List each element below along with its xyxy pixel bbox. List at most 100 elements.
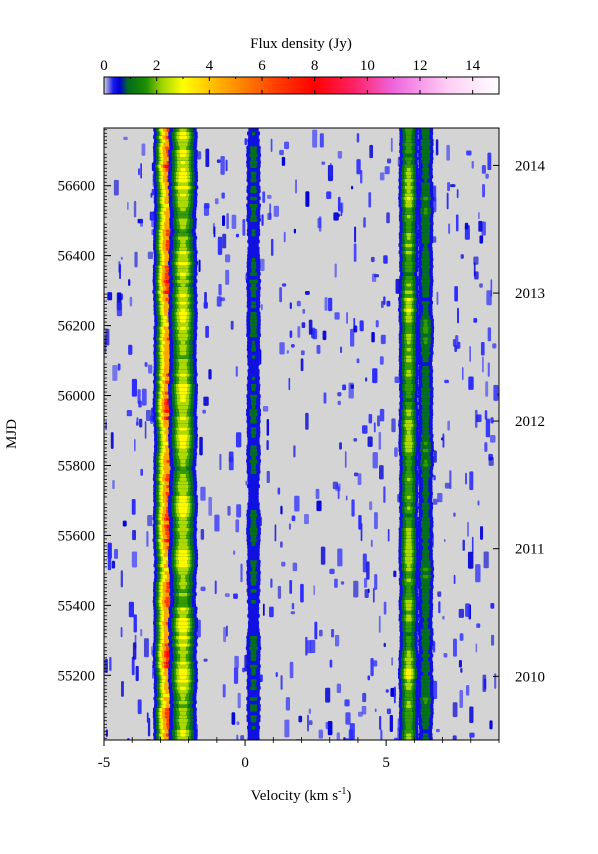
feature-cell: [406, 167, 411, 172]
feature-cell: [177, 624, 189, 629]
feature-cell: [249, 203, 258, 208]
feature-cell: [250, 520, 257, 525]
feature-cell: [422, 430, 429, 435]
feature-cell: [421, 581, 430, 586]
maser-feature: [417, 128, 435, 740]
noise-speckle: [369, 501, 373, 511]
noise-speckle: [235, 432, 242, 448]
noise-speckle: [377, 415, 381, 427]
feature-cell: [405, 610, 412, 615]
feature-cell: [177, 610, 189, 615]
noise-speckle: [280, 505, 283, 515]
feature-cell: [247, 372, 260, 377]
noise-speckle: [461, 366, 464, 381]
feature-cell: [421, 282, 430, 287]
feature-cell: [250, 311, 257, 316]
noise-speckle: [460, 667, 463, 673]
noise-speckle: [233, 593, 238, 599]
feature-cell: [405, 314, 412, 320]
feature-cell: [421, 606, 430, 611]
feature-cell: [405, 628, 412, 633]
feature-cell: [421, 224, 430, 230]
noise-speckle: [219, 453, 222, 471]
colorbar-tick-label: 14: [465, 58, 481, 74]
feature-cell: [406, 530, 412, 536]
feature-cell: [404, 440, 413, 446]
noise-speckle: [123, 136, 128, 141]
feature-cell: [405, 138, 412, 143]
feature-cell: [407, 505, 411, 510]
feature-cell: [247, 390, 260, 395]
noise-speckle: [202, 409, 206, 414]
noise-speckle: [313, 585, 315, 596]
noise-speckle: [133, 200, 137, 218]
feature-cell: [178, 304, 188, 309]
noise-speckle: [438, 601, 441, 614]
noise-speckle: [454, 286, 458, 302]
noise-speckle: [275, 672, 278, 678]
feature-cell: [405, 304, 412, 309]
feature-cell: [405, 128, 413, 132]
x-tick-label: 0: [241, 755, 249, 771]
noise-speckle: [353, 243, 357, 262]
feature-cell: [421, 152, 430, 158]
noise-speckle: [281, 156, 286, 166]
feature-cell: [250, 656, 257, 662]
noise-speckle: [456, 307, 459, 324]
noise-speckle: [120, 570, 123, 588]
feature-cell: [406, 700, 411, 705]
noise-speckle: [393, 686, 396, 704]
feature-cell: [247, 437, 260, 442]
noise-speckle: [365, 377, 368, 382]
feature-cell: [421, 260, 430, 266]
noise-speckle: [126, 409, 133, 417]
noise-speckle: [394, 376, 400, 383]
feature-cell: [406, 584, 411, 590]
feature-cell: [247, 548, 260, 554]
noise-speckle: [383, 296, 386, 305]
noise-speckle: [383, 601, 387, 615]
noise-speckle: [231, 214, 237, 229]
feature-cell: [424, 617, 428, 622]
noise-speckle: [217, 236, 223, 255]
feature-cell: [423, 242, 428, 248]
feature-cell: [250, 188, 257, 194]
noise-speckle: [308, 720, 313, 726]
feature-cell: [406, 563, 411, 568]
feature-cell: [177, 602, 189, 608]
feature-cell: [179, 466, 187, 471]
feature-cell: [421, 642, 430, 647]
feature-cell: [422, 620, 429, 626]
noise-speckle: [242, 667, 245, 673]
feature-cell: [405, 246, 413, 251]
feature-cell: [178, 246, 188, 251]
feature-cell: [420, 343, 431, 348]
noise-speckle: [349, 723, 355, 740]
feature-cell: [247, 545, 260, 550]
feature-cell: [423, 649, 429, 654]
feature-cell: [178, 487, 188, 492]
noise-speckle: [343, 736, 346, 740]
feature-cell: [406, 390, 412, 395]
noise-speckle: [198, 259, 201, 273]
feature-cell: [249, 152, 258, 158]
feature-cell: [421, 653, 430, 658]
feature-cell: [405, 224, 412, 230]
feature-cell: [177, 419, 189, 424]
feature-cell: [422, 404, 429, 410]
noise-speckle: [394, 447, 398, 457]
y-axis-ticks: [104, 185, 111, 676]
noise-speckle: [379, 356, 384, 365]
noise-speckle: [339, 442, 342, 450]
feature-cell: [251, 426, 256, 431]
noise-speckle: [262, 406, 269, 412]
noise-speckle: [380, 334, 386, 345]
feature-cell: [250, 401, 257, 406]
feature-cell: [250, 264, 257, 269]
noise-speckle: [308, 319, 313, 335]
feature-cell: [179, 350, 187, 356]
feature-cell: [180, 282, 186, 287]
noise-speckle: [203, 301, 208, 309]
feature-cell: [177, 404, 189, 410]
feature-cell: [422, 484, 429, 489]
